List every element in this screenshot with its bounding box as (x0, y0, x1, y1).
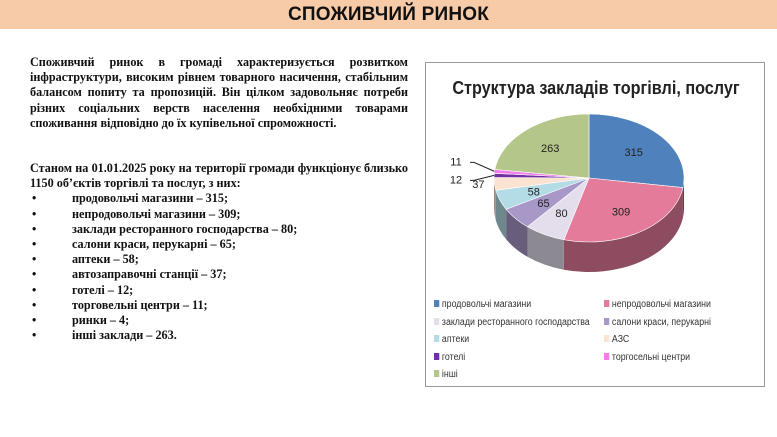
legend-swatch (434, 300, 440, 307)
legend-item: АЗС (604, 334, 629, 345)
legend-swatch (434, 370, 440, 377)
legend-swatch (604, 317, 610, 325)
legend-label: салони краси, перукарні (611, 316, 711, 328)
data-label: 315 (624, 147, 642, 159)
list-item: аптеки – 58; (30, 252, 408, 267)
data-label: 11 (450, 156, 461, 168)
legend-swatch (434, 317, 440, 325)
list-item: автозаправочні станції – 37; (30, 267, 408, 282)
pie-slice-side (495, 190, 507, 240)
legend-swatch (604, 335, 610, 342)
legend-label: непродовольчі магазини (611, 299, 711, 310)
pie-slice (563, 177, 684, 243)
legend-label: продовольчі магазини (441, 299, 532, 310)
data-label: 80 (555, 208, 567, 220)
description-paragraph: Споживчий ринок в громаді характеризуєть… (30, 55, 408, 130)
list-item: інші заклади – 263. (30, 328, 408, 343)
data-label: 12 (450, 174, 462, 186)
list-item: готелі – 12; (30, 283, 408, 298)
pie-slice-side (527, 226, 564, 270)
data-label: 263 (541, 143, 559, 155)
data-label: 309 (612, 206, 630, 218)
pie-slice-side (563, 187, 683, 272)
legend-swatch (434, 335, 440, 342)
chart-title: Структура закладів торгівлі, послуг (452, 78, 740, 98)
pie-slice (494, 113, 590, 179)
legend-label: аптеки (441, 334, 470, 345)
legend-label: інші (441, 369, 458, 380)
legend-item: інші (434, 369, 458, 380)
intro-paragraph: Станом на 01.01.2025 року на території г… (30, 161, 408, 191)
legend-label: АЗС (611, 334, 630, 345)
legend-item: салони краси, перукарні (604, 317, 711, 328)
pie-slice-side (506, 209, 528, 257)
legend-item: заклади ресторанного господарства (434, 317, 590, 328)
legend-label: торгосельні центри (611, 351, 691, 363)
data-label: 65 (537, 198, 549, 210)
legend-item: торгосельні центри (604, 352, 690, 363)
legend-item: продовольчі магазини (434, 299, 531, 310)
list-item: ринки – 4; (30, 313, 408, 328)
facilities-list: продовольчі магазини – 315;непродовольчі… (30, 191, 408, 343)
pie-slice-side (494, 178, 496, 221)
legend-item: непродовольчі магазини (604, 299, 711, 310)
leader-line (470, 174, 495, 181)
legend-item: готелі (434, 352, 465, 363)
legend-swatch (604, 300, 610, 307)
legend-label: заклади ресторанного господарства (441, 316, 590, 328)
pie-slice-side (682, 178, 684, 218)
legend-label: готелі (441, 351, 466, 363)
legend-item: аптеки (434, 334, 469, 345)
text-column: Споживчий ринок в громаді характеризуєть… (30, 55, 408, 344)
page-title: СПОЖИВЧИЙ РИНОК (0, 0, 777, 29)
legend-swatch (604, 352, 610, 360)
list-item: непродовольчі магазини – 309; (30, 207, 408, 222)
list-item: продовольчі магазини – 315; (30, 191, 408, 206)
legend-swatch (434, 352, 440, 360)
list-item: торговельні центри – 11; (30, 298, 408, 313)
data-label: 37 (472, 179, 484, 191)
pie-slice (588, 113, 685, 188)
list-item: салони краси, перукарні – 65; (30, 237, 408, 252)
data-label: 58 (528, 187, 540, 199)
leader-line (470, 161, 495, 172)
chart-frame: Структура закладів торгівлі, послуг 315 3… (425, 62, 765, 387)
list-item: заклади ресторанного господарства – 80; (30, 222, 408, 237)
